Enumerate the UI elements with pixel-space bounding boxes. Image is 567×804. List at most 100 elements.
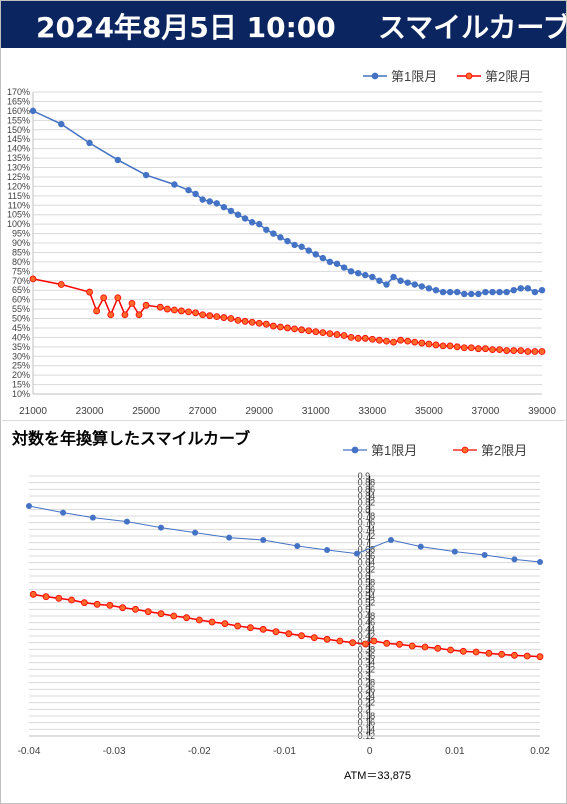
data-point (298, 632, 305, 640)
data-point (158, 524, 165, 531)
data-point (538, 348, 546, 355)
data-point (326, 330, 334, 338)
data-point (383, 639, 391, 647)
data-point (531, 348, 539, 355)
data-point (312, 251, 319, 258)
data-point (511, 556, 518, 563)
data-point (68, 596, 75, 604)
data-point (241, 317, 249, 325)
y-tick-label: 0.76 (358, 518, 376, 528)
y-tick-label: 0.42 (358, 631, 376, 641)
data-point (234, 622, 242, 630)
data-point (312, 328, 320, 336)
data-point (157, 610, 165, 618)
data-point (453, 288, 461, 296)
data-point (524, 348, 532, 355)
x-tick-label: 37000 (472, 406, 500, 417)
data-point (387, 537, 394, 543)
data-point (144, 608, 152, 616)
data-point (123, 518, 130, 525)
data-point (362, 640, 369, 648)
data-point (496, 288, 503, 296)
data-point (333, 260, 341, 267)
x-tick-label: 0 (367, 746, 373, 757)
data-point (272, 628, 280, 636)
y-tick-label: 45% (12, 323, 30, 333)
data-point (294, 543, 301, 549)
y-tick-label: 0.52 (358, 598, 376, 608)
legend-label-2: 第2限月 (485, 69, 531, 84)
y-tick-label: 0.82 (358, 498, 376, 508)
data-point (234, 211, 242, 218)
data-point (340, 264, 348, 271)
header-title: スマイルカーブ (378, 11, 567, 44)
y-tick-label: 0.38 (358, 644, 376, 654)
legend-marker-1 (351, 446, 359, 454)
data-point (326, 258, 334, 266)
data-point (284, 324, 291, 332)
data-point (227, 315, 235, 322)
y-tick-label: 0.6 (358, 571, 371, 581)
y-tick-label: 0.8 (358, 504, 371, 514)
data-point (439, 288, 447, 296)
x-tick-label: 0.02 (530, 746, 550, 757)
data-point (298, 326, 306, 334)
data-point (142, 301, 150, 309)
data-point (170, 612, 178, 620)
x-tick-label: -0.04 (18, 746, 41, 757)
y-tick-label: 0.2 (358, 704, 371, 714)
data-point (171, 181, 178, 188)
data-point (100, 294, 108, 302)
data-point (226, 534, 233, 541)
data-point (319, 254, 327, 262)
y-tick-label: 0.62 (358, 564, 376, 574)
data-point (29, 275, 37, 283)
data-point (538, 286, 546, 294)
y-tick-label: 55% (12, 304, 30, 314)
data-point (498, 650, 506, 658)
data-point (263, 226, 270, 233)
data-point (467, 344, 475, 352)
y-tick-label: 60% (12, 295, 30, 305)
data-point (192, 309, 199, 317)
data-point (305, 327, 313, 335)
data-point (336, 637, 344, 645)
legend-marker-1 (371, 72, 379, 80)
y-tick-label: 75% (12, 266, 30, 276)
atm-annotation: ATM＝33,875 (344, 770, 411, 782)
data-point (259, 625, 267, 633)
data-point (368, 335, 376, 343)
data-point (298, 243, 305, 250)
data-point (370, 637, 378, 645)
y-tick-label: 70% (12, 276, 30, 286)
y-tick-label: 130% (7, 163, 30, 173)
data-point (93, 600, 101, 608)
y-tick-label: 50% (12, 314, 30, 324)
y-tick-label: 15% (12, 380, 30, 390)
y-tick-label: 30% (12, 351, 30, 361)
data-point (517, 347, 525, 354)
data-point (277, 323, 284, 331)
y-tick-label: 125% (7, 172, 30, 182)
legend-marker-2 (465, 72, 473, 80)
y-tick-label: 0.66 (358, 551, 376, 561)
data-point (270, 230, 277, 237)
data-point (213, 200, 221, 207)
y-tick-label: 0.5 (358, 604, 371, 614)
data-point (42, 593, 50, 601)
data-point (142, 171, 150, 179)
data-point (206, 198, 213, 205)
data-point (482, 345, 489, 353)
y-tick-label: 145% (7, 134, 30, 144)
data-point (421, 643, 429, 651)
x-tick-label: -0.02 (188, 746, 211, 757)
y-tick-label: 0.56 (358, 584, 376, 594)
y-tick-label: 160% (7, 106, 30, 116)
data-point (262, 320, 270, 328)
data-point (376, 277, 383, 284)
data-point (178, 307, 185, 315)
x-tick-label: 27000 (189, 406, 217, 417)
data-point (256, 220, 263, 228)
data-point (170, 306, 178, 314)
data-point (383, 337, 390, 345)
